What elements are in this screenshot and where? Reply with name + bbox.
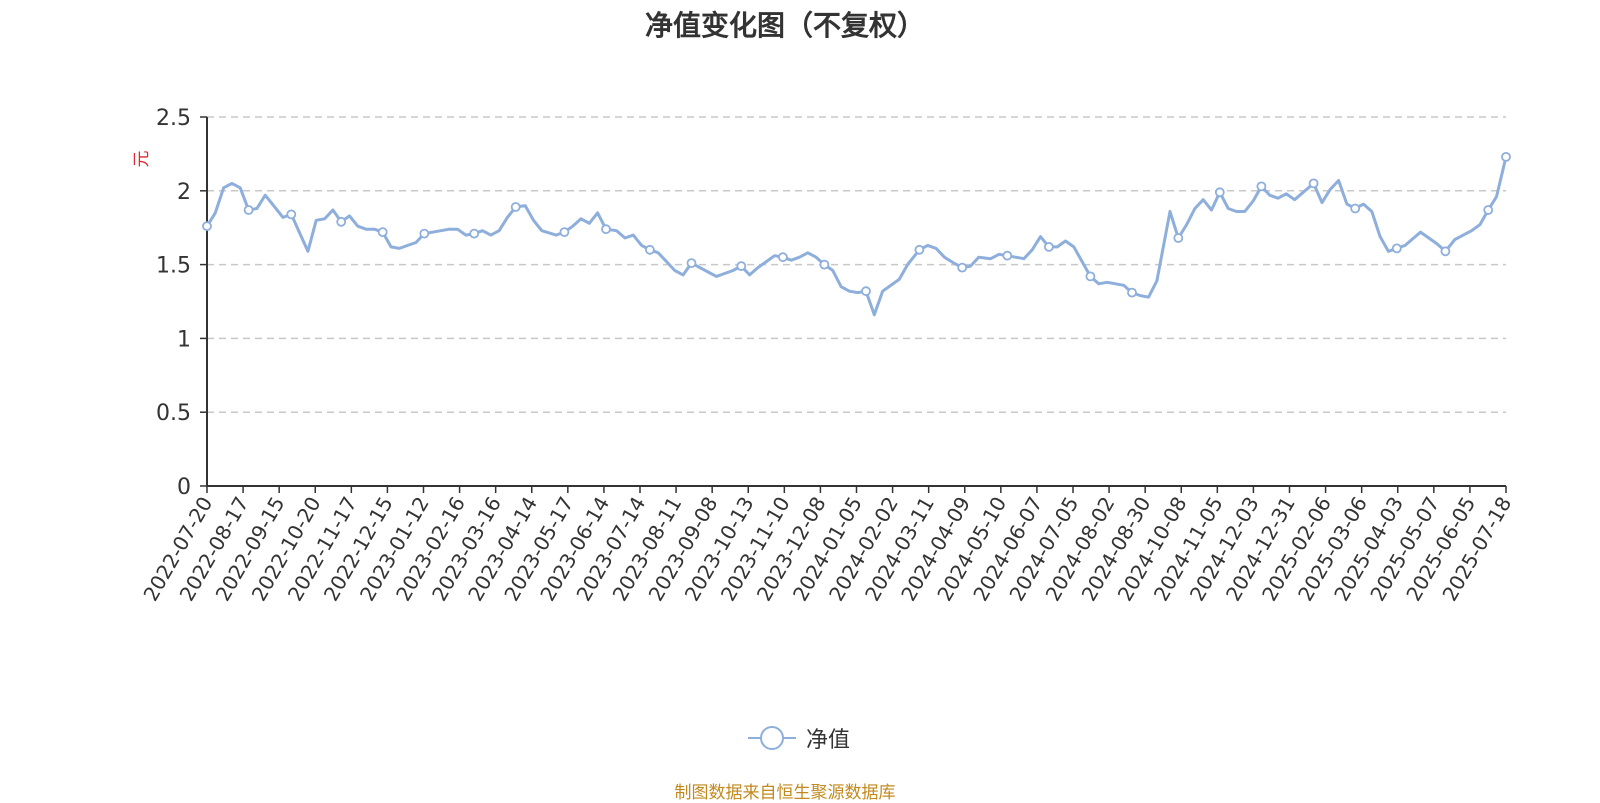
legend-label: 净值 [806,728,851,753]
data-point-105[interactable] [1127,287,1137,298]
data-point-120[interactable] [1256,181,1267,192]
series-line-0 [205,155,1508,317]
y-tick-label-5: 2.5 [156,106,191,131]
data-point-130[interactable] [1350,203,1361,214]
y-tick-label-3: 1.5 [156,254,191,279]
data-point-110[interactable] [1173,233,1184,243]
y-tick-label-0: 0 [177,475,191,500]
data-source-note: 制图数据来自恒生聚源数据库 [674,783,896,803]
x-tick-labels: 2022-07-202022-08-172022-09-152022-10-20… [138,492,1516,605]
y-axis-label: 元 [132,151,152,168]
data-point-135[interactable] [1391,243,1402,254]
axes [200,116,1507,493]
data-point-60[interactable] [736,261,747,272]
gridlines [207,116,1506,413]
data-point-70[interactable] [819,259,830,270]
data-point-115[interactable] [1214,187,1225,198]
data-point-40[interactable] [559,227,570,238]
data-point-125[interactable] [1308,178,1319,189]
y-tick-label-1: 0.5 [156,401,191,426]
data-point-0[interactable] [202,221,212,232]
y-tick-label-4: 2 [177,180,191,205]
data-point-147[interactable] [1501,151,1511,162]
data-point-65[interactable] [778,252,788,263]
data-point-50[interactable] [645,244,655,255]
data-point-75[interactable] [861,286,871,297]
data-point-35[interactable] [510,202,521,212]
y-tick-label-2: 1 [177,327,191,352]
data-point-10[interactable] [286,209,297,220]
data-point-145[interactable] [1483,205,1494,215]
data-point-140[interactable] [1440,246,1451,257]
y-tick-labels: 0 0.5 1 1.5 2 2.5 [156,106,191,500]
data-point-85[interactable] [957,262,968,273]
data-point-90[interactable] [1002,250,1013,261]
data-point-80[interactable] [914,244,925,255]
data-point-5[interactable] [243,205,254,215]
data-point-100[interactable] [1085,271,1096,282]
data-point-95[interactable] [1044,241,1054,252]
data-point-25[interactable] [419,228,430,239]
data-point-30[interactable] [469,228,480,239]
series-lines [202,151,1511,317]
data-point-20[interactable] [377,227,388,238]
legend-marker-icon [748,726,796,750]
data-point-15[interactable] [336,216,347,227]
data-point-45[interactable] [601,224,611,235]
data-point-55[interactable] [686,258,697,269]
chart-title: 净值变化图（不复权） [644,9,925,42]
legend[interactable]: 净值 [748,722,850,754]
